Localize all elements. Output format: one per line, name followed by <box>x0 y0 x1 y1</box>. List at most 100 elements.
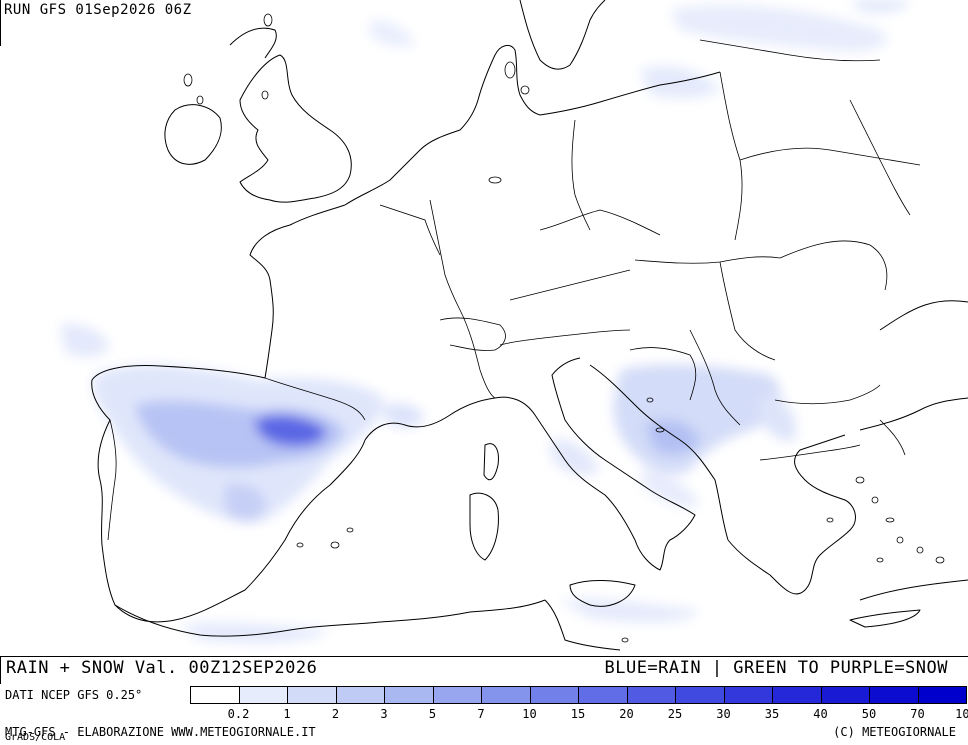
coast-iberia <box>91 365 366 623</box>
legend-swatch <box>869 686 919 704</box>
border-germany-austria <box>509 269 631 301</box>
color-legend <box>190 686 967 706</box>
legend-swatch <box>287 686 337 704</box>
legend-tick-label: 3 <box>380 707 388 721</box>
coast-turkey <box>859 397 968 431</box>
legend-tick-label: 25 <box>667 707 683 721</box>
border-slovakia-hungary <box>634 256 781 264</box>
country-borders <box>107 39 921 541</box>
legend-tick-label: 30 <box>716 707 731 721</box>
border-france-germany <box>429 199 461 311</box>
legend-swatch <box>432 686 482 704</box>
legend-tick-label: 15 <box>570 707 586 721</box>
border-baltic-states <box>699 39 881 62</box>
border-austria-italy <box>499 329 631 346</box>
coastlines <box>91 0 968 651</box>
coast-france-west <box>249 204 346 379</box>
legend-tick-label: 70 <box>910 707 925 721</box>
legend-tick-label: 2 <box>331 707 340 721</box>
footer-grads: GrADS/COLA <box>5 732 66 743</box>
coast-baltic-south <box>539 71 721 116</box>
legend-swatch <box>578 686 628 704</box>
legend-swatch <box>917 686 967 704</box>
precip-area-sicily <box>560 598 700 623</box>
precipitation-shading <box>60 0 910 643</box>
precip-area-biscay <box>60 323 110 357</box>
border-belarus <box>739 147 921 166</box>
legend-swatch <box>675 686 725 704</box>
border-romania-ukraine <box>779 240 888 291</box>
legend-swatch <box>772 686 822 704</box>
border-benelux <box>379 204 441 256</box>
border-spain-portugal <box>107 419 117 541</box>
border-germany-poland <box>571 119 591 231</box>
legend-tick-label: 100 <box>955 707 968 721</box>
run-label: RUN GFS 01Sep2026 06Z <box>4 2 192 18</box>
left-tick-top <box>0 0 1 46</box>
legend-tick-label: 40 <box>813 707 828 721</box>
precip-area-south-italy <box>550 439 600 476</box>
precip-area-balkans-core <box>645 420 700 455</box>
border-bulgaria-greece <box>759 444 861 461</box>
precip-area-balkans <box>613 364 781 475</box>
coast-france-south <box>364 397 496 441</box>
border-ukraine-north <box>849 99 911 216</box>
precip-area-northeast <box>850 0 910 13</box>
coast-sweden <box>519 0 606 70</box>
legend-swatch <box>238 686 288 704</box>
coast-sicily <box>569 579 636 607</box>
precip-area-serbia <box>758 394 796 441</box>
coast-corsica <box>483 443 499 481</box>
coast-black-sea <box>879 300 968 331</box>
legend-swatch <box>529 686 579 704</box>
legend-swatch <box>820 686 870 704</box>
border-poland-east <box>719 71 743 241</box>
precip-area-puglia <box>640 470 700 508</box>
precip-area-north <box>670 5 887 52</box>
legend-tick-label: 20 <box>619 707 634 721</box>
legend-tick-label: 10 <box>522 707 537 721</box>
legend-tick-label: 5 <box>428 707 437 721</box>
legend-swatch <box>335 686 385 704</box>
legend-tick-label: 1 <box>283 707 291 721</box>
border-romania-bulgaria <box>774 384 881 405</box>
footer-credit: MTG-GFS - ELABORAZIONE WWW.METEOGIORNALE… <box>5 725 316 739</box>
legend-tick-label: 50 <box>861 707 877 721</box>
field-title: RAIN + SNOW Val. 00Z12SEP2026 <box>6 658 318 678</box>
coast-crete <box>849 609 921 628</box>
coast-turkey-south <box>859 579 968 601</box>
footer-copyright: (C) METEOGIORNALE <box>833 725 956 739</box>
border-hungary-romania <box>719 261 776 361</box>
coast-adriatic-east <box>589 364 729 541</box>
legend-swatch <box>384 686 434 704</box>
border-france-spain <box>264 377 366 421</box>
islands <box>183 13 945 643</box>
coast-ireland <box>164 104 222 165</box>
data-source-label: DATI NCEP GFS 0.25° <box>5 688 143 702</box>
color-key-note: BLUE=RAIN | GREEN TO PURPLE=SNOW <box>604 658 948 678</box>
coast-greece <box>727 434 856 595</box>
legend-tick-label: 0.2 <box>227 707 250 721</box>
left-tick-bottom <box>0 656 1 684</box>
europe-precipitation-map <box>60 0 968 651</box>
precip-area-gulf-lion <box>385 403 425 428</box>
coast-italy <box>494 357 696 571</box>
border-croatia-bosnia <box>629 347 697 401</box>
legend-tick-label: 7 <box>477 707 485 721</box>
border-turkey <box>879 419 906 456</box>
precip-area-denmark <box>370 19 415 47</box>
coast-great-britain <box>239 54 352 203</box>
precip-area-north-africa <box>180 622 330 643</box>
coast-tunisia <box>544 599 621 651</box>
border-germany-czech <box>539 209 661 236</box>
map-bottom-border <box>0 656 968 657</box>
coast-denmark <box>477 44 541 116</box>
precip-area-pyrenees-max <box>255 414 326 447</box>
coast-north-sea <box>344 99 479 206</box>
coast-north-africa <box>114 599 546 637</box>
legend-swatch <box>190 686 240 704</box>
legend-tick-label: 35 <box>764 707 780 721</box>
border-switzerland <box>439 317 506 351</box>
precip-area-catalonia <box>225 483 266 522</box>
border-france-italy <box>459 309 496 399</box>
